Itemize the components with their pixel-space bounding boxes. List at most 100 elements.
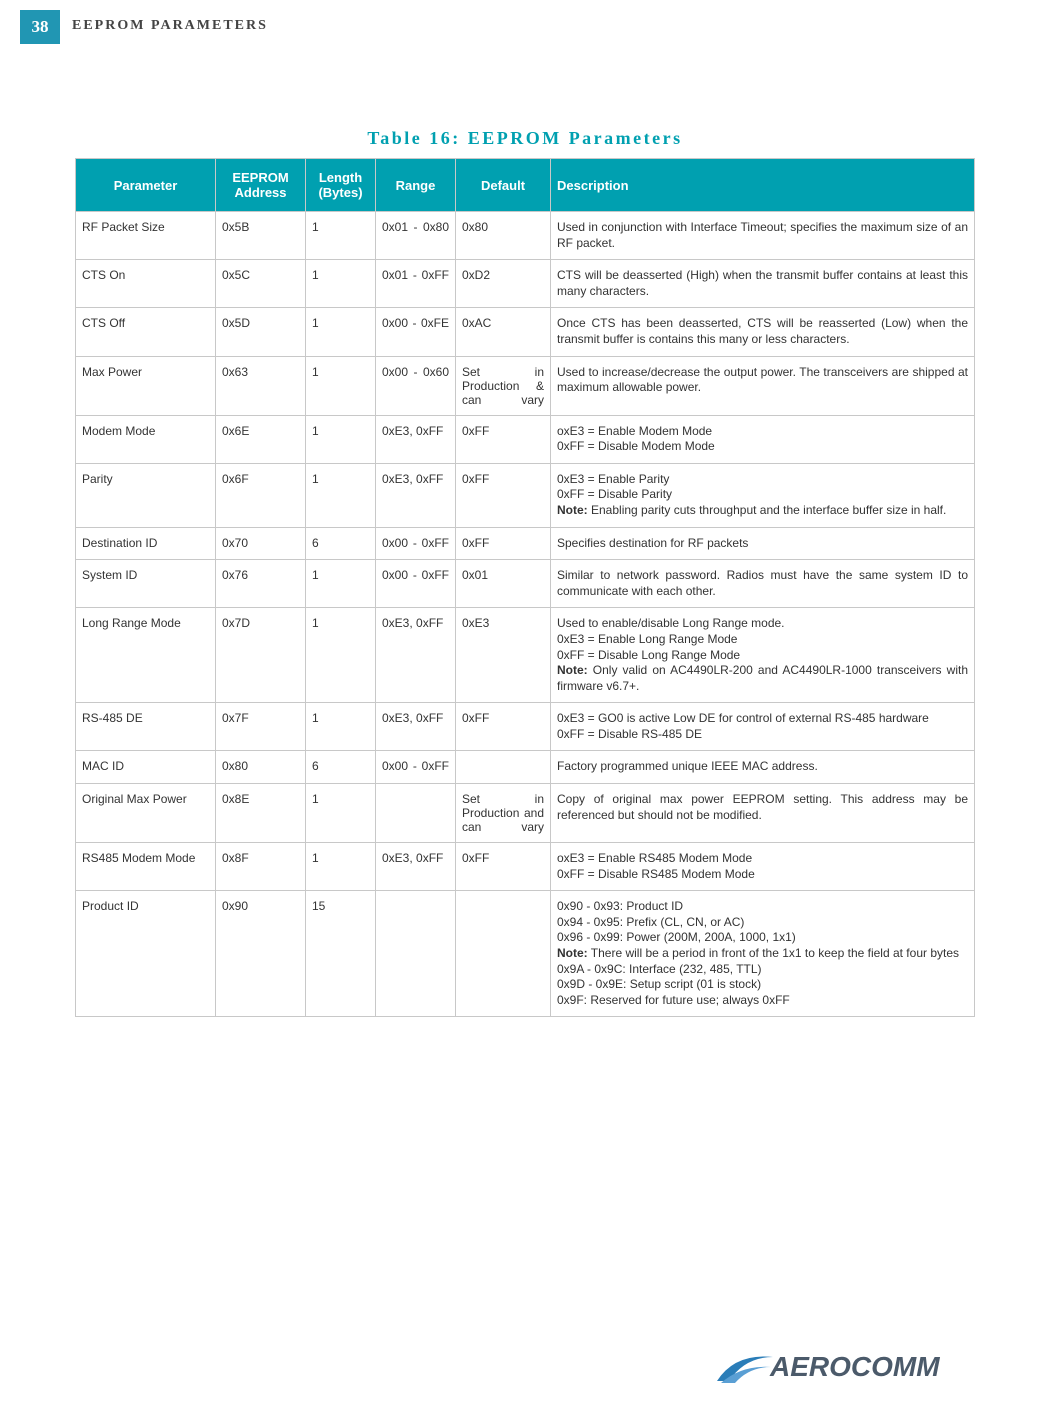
table-cell: Factory programmed unique IEEE MAC addre… <box>551 751 975 784</box>
table-cell: 6 <box>306 751 376 784</box>
column-header: Range <box>376 159 456 212</box>
table-cell: 0x80 <box>456 212 551 260</box>
table-cell: Used in conjunction with Interface Timeo… <box>551 212 975 260</box>
table-row: Original Max Power0x8E1 Set in Production… <box>76 784 975 843</box>
table-cell: 0x7D <box>216 608 306 703</box>
header-section-title: EEPROM PARAMETERS <box>72 18 268 34</box>
table-cell: 1 <box>306 415 376 463</box>
table-cell: 0xE3, 0xFF <box>376 463 456 527</box>
table-cell <box>456 891 551 1017</box>
table-cell: Long Range Mode <box>76 608 216 703</box>
page-number: 38 <box>32 17 49 37</box>
table-header-row: ParameterEEPROM AddressLength(Bytes)Rang… <box>76 159 975 212</box>
table-cell: 0x70 <box>216 527 306 560</box>
table-head: ParameterEEPROM AddressLength(Bytes)Rang… <box>76 159 975 212</box>
table-cell: 0x01 - 0x80 <box>376 212 456 260</box>
eeprom-parameters-table: ParameterEEPROM AddressLength(Bytes)Rang… <box>75 158 975 1017</box>
table-cell: 0x6E <box>216 415 306 463</box>
table-cell: 0xFF <box>456 415 551 463</box>
table-cell: CTS Off <box>76 308 216 356</box>
table-cell: RS485 Modem Mode <box>76 843 216 891</box>
table-cell: 15 <box>306 891 376 1017</box>
table-cell: 1 <box>306 356 376 415</box>
logo-swoosh-icon <box>715 1351 775 1387</box>
table-cell: oxE3 = Enable Modem Mode0xFF = Disable M… <box>551 415 975 463</box>
table-cell: 0xFF <box>456 843 551 891</box>
table-cell: Max Power <box>76 356 216 415</box>
eeprom-table-container: ParameterEEPROM AddressLength(Bytes)Rang… <box>75 158 975 1017</box>
table-cell: Destination ID <box>76 527 216 560</box>
table-row: Long Range Mode0x7D10xE3, 0xFF0xE3Used t… <box>76 608 975 703</box>
table-cell: 1 <box>306 463 376 527</box>
table-cell: 0x90 <box>216 891 306 1017</box>
table-cell: 0x8E <box>216 784 306 843</box>
table-cell: System ID <box>76 560 216 608</box>
table-cell: 0xE3 <box>456 608 551 703</box>
table-cell: 0x5B <box>216 212 306 260</box>
table-row: CTS On0x5C10x01 - 0xFF0xD2CTS will be de… <box>76 260 975 308</box>
table-cell: 0x8F <box>216 843 306 891</box>
table-cell: Modem Mode <box>76 415 216 463</box>
table-cell: 6 <box>306 527 376 560</box>
table-cell: 0xFF <box>456 527 551 560</box>
table-cell: RF Packet Size <box>76 212 216 260</box>
table-cell: 1 <box>306 308 376 356</box>
table-cell: CTS On <box>76 260 216 308</box>
table-cell: CTS will be deasserted (High) when the t… <box>551 260 975 308</box>
table-cell: 0xAC <box>456 308 551 356</box>
table-cell: 0x00 - 0xFF <box>376 560 456 608</box>
table-cell: Copy of original max power EEPROM settin… <box>551 784 975 843</box>
table-cell: 0x01 - 0xFF <box>376 260 456 308</box>
table-row: RS485 Modem Mode0x8F10xE3, 0xFF0xFFoxE3 … <box>76 843 975 891</box>
table-cell: Similar to network password. Radios must… <box>551 560 975 608</box>
table-cell: 0xE3, 0xFF <box>376 843 456 891</box>
table-cell: 1 <box>306 212 376 260</box>
table-cell: 0x76 <box>216 560 306 608</box>
column-header: Length(Bytes) <box>306 159 376 212</box>
table-cell: 0x00 - 0xFE <box>376 308 456 356</box>
table-cell <box>456 751 551 784</box>
table-cell: 0x63 <box>216 356 306 415</box>
table-cell: 0x00 - 0xFF <box>376 751 456 784</box>
table-row: Modem Mode0x6E10xE3, 0xFF0xFFoxE3 = Enab… <box>76 415 975 463</box>
table-cell: 1 <box>306 843 376 891</box>
table-cell: Parity <box>76 463 216 527</box>
table-cell: 0xE3, 0xFF <box>376 608 456 703</box>
table-row: Parity0x6F10xE3, 0xFF0xFF0xE3 = Enable P… <box>76 463 975 527</box>
table-cell: 0x00 - 0xFF <box>376 527 456 560</box>
table-cell: 0x80 <box>216 751 306 784</box>
table-cell: 1 <box>306 260 376 308</box>
table-cell <box>376 784 456 843</box>
table-cell <box>376 891 456 1017</box>
table-caption: Table 16: EEPROM Parameters <box>0 128 1050 149</box>
table-cell: Set in Production and can vary <box>456 784 551 843</box>
table-row: Max Power0x6310x00 - 0x60Set in Producti… <box>76 356 975 415</box>
table-row: RF Packet Size0x5B10x01 - 0x800x80Used i… <box>76 212 975 260</box>
table-cell: MAC ID <box>76 751 216 784</box>
table-cell: Original Max Power <box>76 784 216 843</box>
table-cell: Product ID <box>76 891 216 1017</box>
table-row: System ID0x7610x00 - 0xFF0x01Similar to … <box>76 560 975 608</box>
table-cell: 0xFF <box>456 703 551 751</box>
aerocomm-logo: AEROCOMM <box>715 1343 975 1393</box>
table-cell: Once CTS has been deasserted, CTS will b… <box>551 308 975 356</box>
table-body: RF Packet Size0x5B10x01 - 0x800x80Used i… <box>76 212 975 1017</box>
table-cell: 0xE3 = GO0 is active Low DE for control … <box>551 703 975 751</box>
table-cell: RS-485 DE <box>76 703 216 751</box>
table-cell: 1 <box>306 608 376 703</box>
table-cell: 0xD2 <box>456 260 551 308</box>
table-cell: Specifies destination for RF packets <box>551 527 975 560</box>
table-cell: 0x01 <box>456 560 551 608</box>
table-row: MAC ID0x8060x00 - 0xFF Factory programmed… <box>76 751 975 784</box>
table-cell: 0x6F <box>216 463 306 527</box>
column-header: EEPROM Address <box>216 159 306 212</box>
table-cell: Used to enable/disable Long Range mode.0… <box>551 608 975 703</box>
logo-text: AEROCOMM <box>770 1351 940 1383</box>
table-cell: 1 <box>306 784 376 843</box>
table-row: Destination ID0x7060x00 - 0xFF0xFFSpecif… <box>76 527 975 560</box>
table-cell: 0x5D <box>216 308 306 356</box>
table-row: Product ID0x90150x90 - 0x93: Product ID0… <box>76 891 975 1017</box>
table-cell: 1 <box>306 703 376 751</box>
page-number-box: 38 <box>20 10 60 44</box>
column-header: Default <box>456 159 551 212</box>
